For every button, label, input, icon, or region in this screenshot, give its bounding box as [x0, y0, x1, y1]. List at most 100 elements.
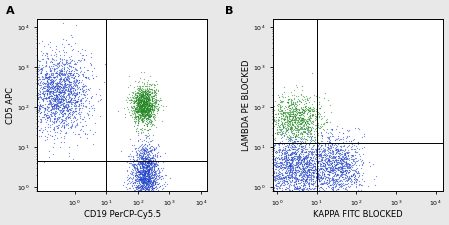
Point: [259, 155, 266, 159]
Point: [288, 153, 295, 157]
Point: [73, 68, 80, 72]
Point: [150, 88, 158, 92]
Point: [152, 145, 159, 148]
Point: [143, 103, 150, 106]
Point: [313, 115, 320, 119]
Point: [139, 169, 146, 173]
Point: [141, 106, 148, 110]
Point: [334, 148, 341, 151]
Point: [141, 192, 148, 196]
Point: [53, 95, 61, 98]
Point: [18, 98, 26, 102]
Point: [269, 176, 276, 179]
Point: [137, 93, 144, 96]
Point: [282, 130, 289, 134]
Point: [137, 186, 144, 190]
Point: [136, 93, 144, 96]
Point: [136, 87, 144, 91]
Point: [314, 185, 321, 188]
Point: [137, 105, 144, 109]
Point: [313, 107, 320, 110]
Point: [46, 100, 53, 103]
Point: [74, 143, 81, 146]
Point: [271, 174, 278, 178]
Point: [135, 90, 142, 94]
Point: [145, 97, 152, 101]
Point: [133, 166, 141, 170]
Point: [304, 155, 311, 159]
Point: [147, 162, 154, 165]
Point: [61, 96, 68, 100]
Point: [142, 150, 150, 154]
Point: [142, 136, 149, 139]
Point: [305, 173, 312, 177]
Point: [275, 125, 282, 129]
Point: [275, 93, 282, 97]
Point: [245, 201, 252, 205]
Point: [302, 198, 309, 202]
Point: [288, 192, 295, 196]
Point: [319, 127, 326, 131]
Point: [348, 143, 356, 146]
Point: [288, 135, 295, 139]
Point: [67, 91, 75, 94]
Point: [67, 72, 75, 75]
Point: [298, 117, 305, 120]
Point: [139, 111, 146, 115]
Point: [39, 97, 46, 101]
Point: [57, 72, 65, 76]
Point: [57, 97, 64, 101]
Point: [286, 142, 293, 145]
Point: [141, 148, 148, 152]
Point: [139, 210, 146, 213]
Point: [306, 149, 313, 153]
Point: [145, 97, 152, 101]
Point: [90, 76, 97, 79]
Point: [133, 185, 140, 189]
Point: [144, 171, 151, 174]
Point: [139, 103, 146, 107]
Point: [124, 181, 132, 185]
Point: [306, 161, 313, 165]
Point: [314, 123, 321, 127]
Point: [74, 71, 81, 75]
Point: [295, 147, 302, 150]
Point: [146, 89, 154, 92]
Point: [274, 148, 282, 151]
Point: [317, 162, 324, 166]
Point: [145, 172, 152, 175]
Point: [137, 112, 145, 115]
Point: [285, 144, 292, 148]
Point: [138, 184, 145, 188]
Point: [60, 124, 67, 127]
Point: [330, 186, 337, 189]
Point: [272, 122, 279, 126]
Point: [297, 154, 304, 157]
Point: [297, 101, 304, 104]
Point: [338, 192, 345, 195]
Point: [284, 155, 291, 159]
Point: [291, 124, 298, 128]
Point: [300, 159, 307, 163]
Point: [150, 147, 157, 151]
Point: [139, 156, 146, 159]
Point: [44, 56, 51, 59]
Point: [60, 105, 67, 108]
Point: [145, 96, 153, 100]
Point: [269, 168, 277, 171]
Point: [41, 139, 48, 142]
Point: [296, 166, 303, 170]
Point: [330, 160, 337, 163]
Point: [133, 103, 140, 106]
Point: [88, 106, 95, 110]
Point: [132, 108, 140, 111]
Point: [280, 195, 287, 198]
Point: [335, 147, 342, 151]
Point: [274, 179, 282, 183]
Point: [134, 106, 141, 109]
Point: [85, 99, 92, 103]
Point: [330, 179, 337, 182]
Point: [42, 61, 49, 65]
Point: [141, 186, 149, 190]
Point: [129, 155, 136, 159]
